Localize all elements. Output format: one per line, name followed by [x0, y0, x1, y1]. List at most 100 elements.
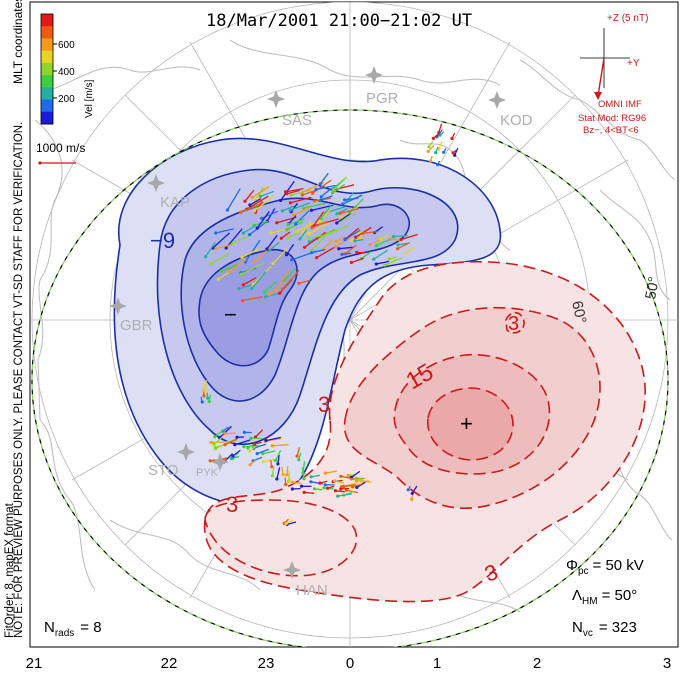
velocity-vector [397, 242, 409, 246]
velocity-vector-origin [323, 483, 327, 487]
velocity-vector [384, 257, 403, 266]
velocity-vector [287, 218, 305, 226]
velocity-vector [286, 189, 300, 195]
lat-label-60: 60° [568, 299, 589, 325]
velocity-vector [339, 208, 359, 214]
imf-vector [597, 57, 605, 97]
velocity-vector-origin [281, 473, 285, 477]
velocity-vector-origin [372, 257, 376, 261]
station-label-gbr: GBR [120, 317, 153, 334]
velocity-vector [241, 262, 265, 275]
velocity-vector [282, 269, 300, 290]
velocity-vector-origin [252, 442, 257, 446]
velocity-vector-origin [239, 210, 243, 214]
station-marker-kod [488, 91, 506, 109]
boundary-green [31, 109, 669, 647]
velocity-vector [280, 231, 291, 239]
station-marker-pyk [211, 453, 229, 471]
contour-pos-4 [427, 387, 514, 461]
velocity-vector-origin [270, 465, 274, 469]
velocity-vector-origin [303, 245, 307, 249]
velocity-vector-origin [284, 482, 288, 487]
positive-potential-cell [203, 260, 646, 603]
velocity-vector [343, 483, 356, 488]
velocity-vector [272, 247, 288, 264]
velocity-vector [210, 252, 230, 264]
velocity-vector [337, 493, 352, 497]
velocity-vector [290, 196, 312, 204]
velocity-vector-origin [285, 473, 289, 477]
velocity-vector [320, 188, 331, 198]
map-title: 18/Mar/2001 21:00−21:02 UT [206, 11, 472, 31]
velocity-vector-origin [450, 136, 454, 141]
station-label-kod: KOD [500, 112, 533, 129]
velocity-vector-origin [368, 243, 372, 247]
station-label-pgr: PGR [366, 90, 399, 107]
velocity-vector-origin [288, 479, 292, 483]
velocity-vector-origin [224, 246, 228, 250]
velocity-vector-origin [453, 153, 457, 157]
velocity-vector [298, 279, 311, 285]
velocity-vector-origin [341, 202, 345, 206]
colorbar-band [41, 38, 53, 52]
velocity-vector-origin [361, 231, 365, 235]
colorbar-band [41, 99, 53, 113]
heppner-maynard-boundary [31, 109, 669, 647]
velocity-vector-origin [351, 485, 355, 489]
velocity-vector-origin [299, 484, 304, 488]
station-marker-han [283, 561, 301, 579]
velocity-vector-origin [318, 481, 322, 485]
velocity-vector-origin [291, 213, 296, 217]
contour-pos-lower [204, 499, 358, 577]
velocity-vector-origin [427, 145, 431, 149]
velocity-vector-origin [349, 238, 353, 242]
velocity-vector-origin [300, 193, 304, 197]
velocity-vector-origin [318, 220, 322, 224]
station-marker-sas [267, 90, 285, 108]
velocity-vector [400, 233, 418, 241]
velocity-vector-origin [334, 245, 338, 249]
velocity-vector-origin [426, 149, 430, 153]
velocity-vector-origin [315, 256, 319, 260]
velocity-vector-origin [275, 221, 279, 225]
velocity-vector [238, 284, 252, 290]
velocity-vector [316, 228, 336, 240]
imf-z-label: +Z (5 nT) [607, 13, 648, 24]
velocity-vector-origin [406, 488, 410, 492]
velocity-vector-origin [442, 150, 446, 154]
velocity-vector-origin [235, 435, 239, 439]
imf-y-label: +Y [627, 58, 640, 69]
velocity-vector [244, 239, 261, 263]
velocity-vector [303, 202, 326, 209]
velocity-vector-origin [288, 208, 292, 212]
velocity-vector-origin [248, 233, 252, 237]
velocity-vector-origin [389, 237, 393, 241]
velocity-vector-origin [276, 462, 280, 466]
velocity-vector-origin [294, 222, 298, 226]
velocity-vector [376, 260, 390, 265]
mlt-tick-1: 1 [433, 655, 441, 672]
velocity-vector [335, 237, 351, 248]
mlt-axis: 21 22 23 0 1 2 3 [26, 655, 672, 672]
velocity-vector [304, 491, 315, 494]
velocity-vector [243, 224, 257, 234]
velocity-vector-origin [326, 486, 330, 490]
velocity-vector [325, 470, 337, 474]
velocity-vector-origin [431, 136, 435, 140]
velocity-vector-origin [248, 449, 252, 453]
velocity-vector-origin [309, 475, 313, 479]
colorbar-tick-400: 400 [58, 67, 75, 78]
velocity-vector-origin [383, 263, 387, 267]
velocity-vector-origin [314, 187, 318, 191]
velocity-vector-origin [275, 477, 279, 481]
velocity-vector [344, 244, 357, 255]
mlt-tick-2: 2 [533, 655, 541, 672]
velocity-vector-origin [339, 474, 343, 478]
velocity-vector [297, 222, 315, 232]
velocity-vector-origin [269, 231, 273, 235]
velocity-vector [213, 436, 223, 445]
velocity-vector-origin [302, 490, 306, 494]
velocity-vector-origin [319, 216, 323, 220]
velocity-vector-origin [252, 260, 256, 264]
